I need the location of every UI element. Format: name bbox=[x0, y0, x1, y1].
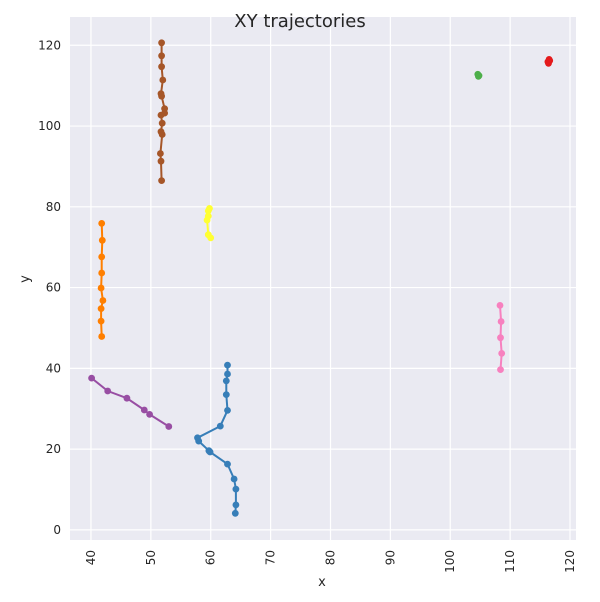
trajectory-series-4 bbox=[88, 374, 173, 430]
trajectory-series-3 bbox=[203, 205, 215, 242]
trajectory-point bbox=[203, 216, 211, 224]
trajectory-series-8 bbox=[544, 56, 554, 67]
trajectory-point bbox=[159, 76, 167, 84]
trajectory-point bbox=[224, 370, 231, 378]
x-tick-label: 110 bbox=[503, 550, 517, 573]
trajectory-point bbox=[496, 302, 504, 309]
trajectory-point bbox=[123, 394, 131, 402]
x-tick-label: 90 bbox=[383, 550, 397, 565]
x-tick-label: 120 bbox=[563, 550, 577, 573]
trajectory-point bbox=[206, 448, 214, 456]
trajectory-point bbox=[545, 56, 553, 63]
chart-title: XY trajectories bbox=[234, 11, 365, 32]
trajectory-point bbox=[232, 501, 240, 509]
trajectory-point bbox=[98, 236, 106, 244]
trajectory-series-1 bbox=[157, 39, 169, 185]
trajectory-point bbox=[98, 220, 106, 227]
y-tick-label: 100 bbox=[38, 119, 61, 133]
y-axis-label: y bbox=[18, 275, 33, 283]
trajectory-point bbox=[158, 119, 166, 127]
trajectory-point bbox=[157, 157, 165, 165]
trajectory-point bbox=[498, 350, 506, 357]
trajectory-point bbox=[158, 177, 166, 185]
trajectory-point bbox=[232, 485, 240, 493]
trajectory-series-6 bbox=[496, 302, 506, 373]
trajectory-point bbox=[140, 406, 148, 414]
trajectory-point bbox=[497, 318, 505, 325]
x-tick-label: 40 bbox=[84, 550, 98, 565]
trajectory-point bbox=[158, 39, 166, 47]
trajectory-point bbox=[158, 131, 166, 138]
trajectory-point bbox=[158, 92, 166, 100]
trajectory-point bbox=[104, 387, 112, 395]
trajectory-point bbox=[88, 374, 95, 382]
trajectory-point bbox=[165, 423, 173, 430]
x-tick-label: 50 bbox=[144, 550, 158, 565]
trajectory-point bbox=[98, 333, 106, 340]
trajectory-point bbox=[224, 361, 231, 369]
x-tick-label: 60 bbox=[204, 550, 218, 565]
x-axis-label: x bbox=[318, 575, 326, 590]
trajectory-point bbox=[216, 422, 224, 430]
trajectory-point bbox=[231, 509, 239, 517]
y-tick-label: 0 bbox=[53, 523, 61, 537]
x-tick-label: 100 bbox=[443, 550, 457, 573]
trajectory-line bbox=[90, 377, 170, 428]
trajectory-point bbox=[157, 111, 165, 119]
trajectory-point bbox=[207, 234, 215, 242]
trajectory-point bbox=[98, 253, 106, 261]
trajectory-point bbox=[97, 284, 105, 292]
trajectory-point bbox=[146, 411, 154, 418]
trajectory-series-7 bbox=[474, 70, 483, 80]
trajectory-point bbox=[222, 391, 230, 398]
y-tick-label: 120 bbox=[38, 38, 61, 52]
y-tick-label: 80 bbox=[46, 200, 61, 214]
plot-area bbox=[70, 17, 576, 540]
trajectory-point bbox=[97, 317, 105, 325]
trajectory-point bbox=[224, 407, 231, 414]
trajectory-point bbox=[204, 207, 212, 215]
trajectory-point bbox=[98, 269, 106, 277]
trajectory-point bbox=[224, 460, 231, 468]
trajectory-point bbox=[475, 73, 482, 80]
trajectory-point bbox=[497, 334, 504, 342]
trajectory-point bbox=[158, 52, 166, 60]
trajectory-point bbox=[157, 150, 164, 157]
x-tick-label: 80 bbox=[323, 550, 337, 565]
y-tick-label: 40 bbox=[46, 361, 61, 375]
trajectory-point bbox=[230, 475, 238, 483]
trajectory-point bbox=[99, 297, 107, 304]
trajectory-point bbox=[195, 437, 203, 445]
x-tick-label: 70 bbox=[264, 550, 278, 565]
trajectory-point bbox=[158, 63, 166, 71]
trajectory-point bbox=[97, 305, 105, 312]
y-tick-label: 20 bbox=[46, 442, 61, 456]
y-tick-label: 60 bbox=[46, 281, 61, 295]
trajectory-series-2 bbox=[97, 220, 107, 340]
trajectory-point bbox=[497, 366, 504, 373]
trajectory-point bbox=[222, 377, 230, 385]
trajectory-series-5 bbox=[194, 361, 240, 517]
